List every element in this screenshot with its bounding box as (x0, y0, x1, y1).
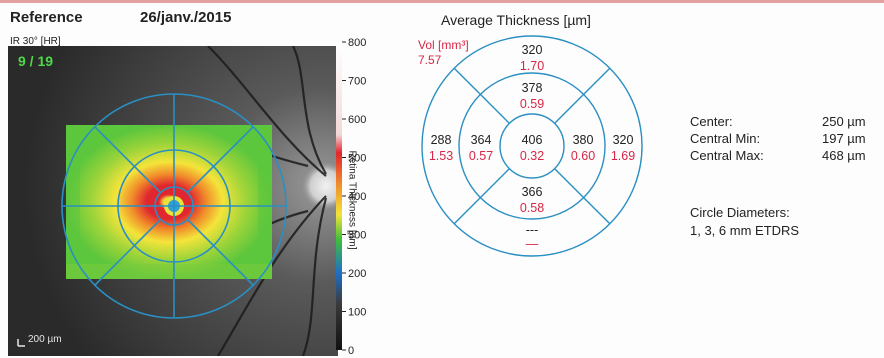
top-rule (0, 0, 884, 3)
colorbar-tick-label: 100 (348, 307, 366, 319)
circle-diameters-title: Circle Diameters: (690, 205, 790, 220)
inner-nasal-volume: 0.60 (571, 149, 595, 163)
etdrs-title: Average Thickness [µm] (441, 12, 591, 28)
total-volume: 7.57 (418, 53, 442, 67)
outer-superior-volume: 1.70 (520, 59, 544, 73)
scale-bar-label: 200 µm (28, 334, 62, 345)
inner-temporal-volume: 0.57 (469, 149, 493, 163)
stat-label: Center: (690, 114, 733, 129)
stat-label: Central Min: (690, 131, 761, 146)
colorbar-tick-label: 600 (348, 114, 366, 126)
outer-inferior-volume: — (526, 237, 539, 251)
center-thickness: 406 (522, 133, 543, 147)
volume-unit-label: Vol [mm³] (418, 38, 469, 52)
inner-inferior-thickness: 366 (522, 185, 543, 199)
colorbar-axis-label: Retina Thickness [µm] (346, 150, 358, 250)
exam-date: 26/janv./2015 (140, 9, 232, 26)
inner-superior-volume: 0.59 (520, 97, 544, 111)
inner-nasal-thickness: 380 (573, 133, 594, 147)
inner-inferior-volume: 0.58 (520, 201, 544, 215)
outer-superior-thickness: 320 (522, 43, 543, 57)
outer-nasal-thickness: 320 (613, 133, 634, 147)
colorbar-tick-label: 500 (348, 153, 366, 165)
colorbar-tick-label: 800 (348, 37, 366, 49)
colorbar-tick-label: 0 (348, 345, 354, 357)
thickness-stats: Center: 250 µm Central Min: 197 µm Centr… (690, 114, 884, 165)
thickness-colorbar: 800 700 600 500 400 300 200 100 0 (336, 34, 382, 358)
inner-temporal-thickness: 364 (471, 133, 492, 147)
colorbar-tick-label: 300 (348, 230, 366, 242)
inner-superior-thickness: 378 (522, 81, 543, 95)
stat-value: 250 µm (822, 114, 866, 129)
colorbar-tick-label: 700 (348, 76, 366, 88)
stat-center: Center: 250 µm (690, 114, 884, 131)
colorbar-tick-label: 400 (348, 191, 366, 203)
frame-counter: 9 / 19 (18, 53, 54, 69)
circle-diameters-value: 1, 3, 6 mm ETDRS (690, 223, 800, 238)
colorbar-tick-label: 200 (348, 268, 366, 280)
outer-temporal-thickness: 288 (431, 133, 452, 147)
fundus-image[interactable] (8, 46, 338, 356)
center-volume: 0.32 (520, 149, 544, 163)
outer-inferior-thickness: --- (526, 223, 539, 237)
outer-nasal-volume: 1.69 (611, 149, 635, 163)
stat-central-min: Central Min: 197 µm (690, 131, 884, 148)
stat-value: 468 µm (822, 148, 866, 163)
stat-label: Central Max: (690, 148, 764, 163)
outer-temporal-volume: 1.53 (429, 149, 453, 163)
etdrs-grid: 320 1.70 378 0.59 406 0.32 364 0.57 380 … (420, 34, 644, 258)
stat-central-max: Central Max: 468 µm (690, 148, 884, 165)
stat-value: 197 µm (822, 131, 866, 146)
modality-label: IR 30° [HR] (10, 36, 61, 47)
report-title: Reference (10, 9, 83, 26)
